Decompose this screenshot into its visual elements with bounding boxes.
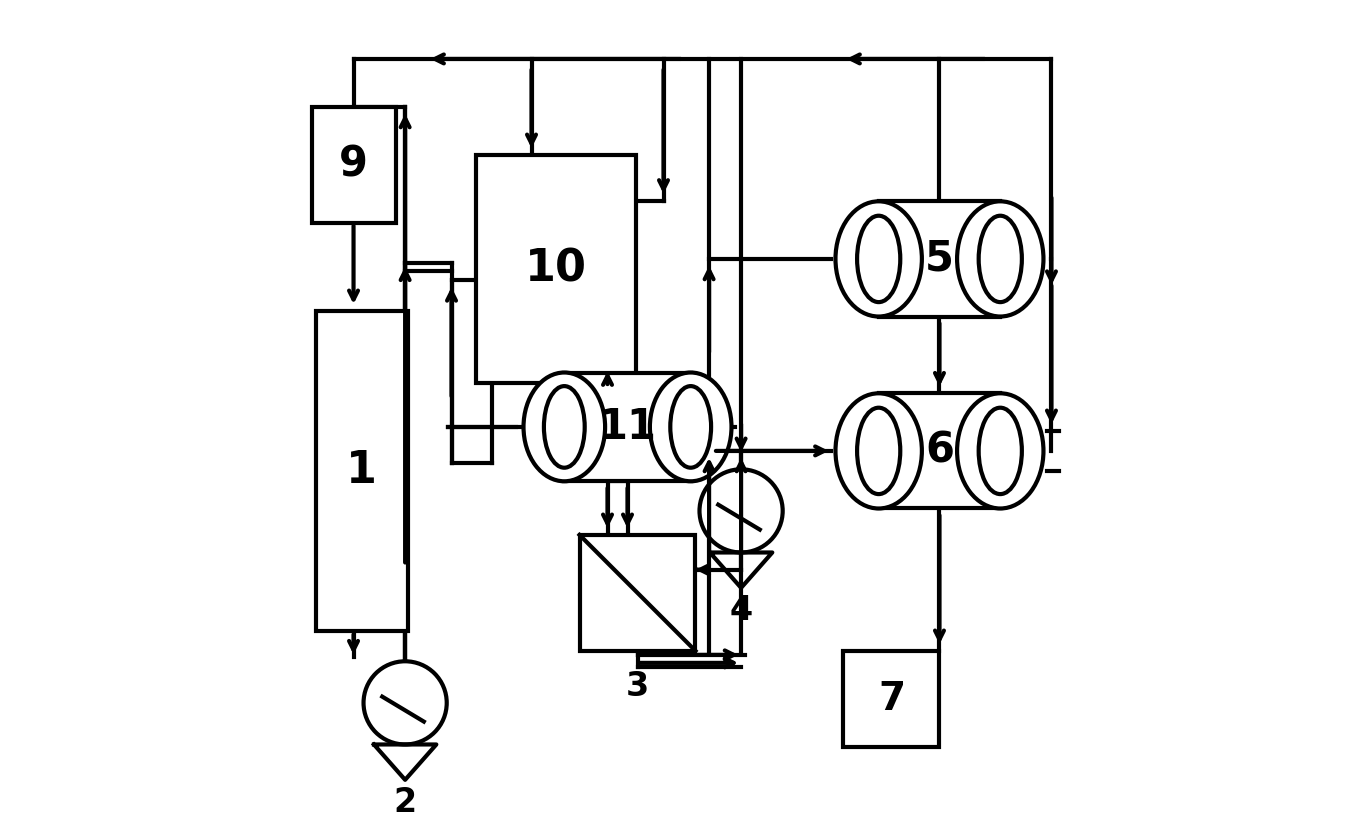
Ellipse shape	[857, 408, 901, 494]
Ellipse shape	[979, 216, 1023, 302]
Text: 2: 2	[394, 786, 417, 820]
Ellipse shape	[835, 394, 921, 509]
Ellipse shape	[670, 386, 711, 468]
Text: 7: 7	[878, 680, 905, 718]
Bar	[879, 201, 1001, 317]
Text: 4: 4	[730, 595, 753, 627]
Bar	[879, 394, 1001, 509]
Text: 11: 11	[599, 406, 656, 448]
Bar	[476, 155, 636, 383]
Text: 6: 6	[925, 430, 954, 472]
Text: 1: 1	[346, 449, 377, 492]
Text: 10: 10	[525, 247, 586, 290]
Ellipse shape	[524, 372, 606, 481]
Ellipse shape	[979, 408, 1023, 494]
Bar	[316, 311, 407, 631]
Ellipse shape	[957, 394, 1043, 509]
Bar	[312, 107, 395, 223]
Ellipse shape	[649, 372, 731, 481]
Bar	[843, 651, 939, 747]
Bar	[565, 372, 690, 481]
Text: 3: 3	[626, 671, 649, 704]
Ellipse shape	[957, 201, 1043, 317]
Ellipse shape	[544, 386, 585, 468]
Ellipse shape	[835, 201, 921, 317]
Text: 9: 9	[339, 144, 368, 186]
Circle shape	[364, 662, 447, 744]
Circle shape	[700, 469, 783, 552]
Ellipse shape	[857, 216, 901, 302]
Bar	[580, 535, 696, 651]
Text: 5: 5	[925, 238, 954, 280]
